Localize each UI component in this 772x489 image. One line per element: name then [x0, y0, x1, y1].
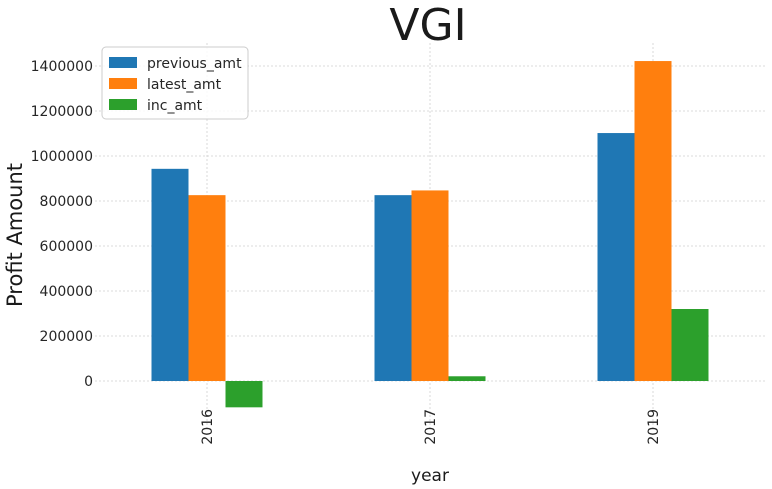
legend-swatch-previous_amt — [109, 57, 137, 68]
x-tick-label: 2016 — [200, 409, 216, 445]
chart-title: VGI — [389, 0, 466, 51]
bar-previous_amt-2017 — [374, 195, 412, 381]
bar-latest_amt-2017 — [411, 190, 449, 381]
x-tick-label: 2017 — [423, 409, 439, 445]
bar-inc_amt-2017 — [448, 376, 486, 381]
y-tick-label: 400000 — [40, 284, 93, 300]
y-axis-label: Profit Amount — [3, 163, 27, 307]
x-axis-label: year — [411, 466, 449, 486]
legend-box — [101, 46, 249, 120]
legend-swatch-latest_amt — [109, 78, 137, 89]
bar-previous_amt-2019 — [597, 133, 635, 381]
y-tick-label: 800000 — [40, 194, 93, 210]
bar-inc_amt-2016 — [225, 381, 263, 408]
y-tick-label: 1400000 — [31, 59, 93, 75]
y-tick-label: 200000 — [40, 329, 93, 345]
legend-label: previous_amt — [147, 56, 242, 72]
y-tick-label: 0 — [84, 374, 93, 390]
y-tick-labels: 0 200000 400000 600000 800000 1000000 1200000 1… — [31, 59, 93, 390]
bar-previous_amt-2016 — [151, 168, 189, 381]
x-tick-labels: 2016 2017 2019 — [200, 409, 662, 445]
y-tick-label: 1000000 — [31, 149, 93, 165]
x-tick-label: 2019 — [646, 409, 662, 445]
bar-latest_amt-2019 — [634, 61, 672, 382]
y-tick-label: 1200000 — [31, 104, 93, 120]
bar-inc_amt-2019 — [671, 309, 709, 381]
bar-latest_amt-2016 — [188, 195, 226, 381]
legend-label: latest_amt — [147, 77, 222, 93]
y-tick-label: 600000 — [40, 239, 93, 255]
legend-swatch-inc_amt — [109, 99, 137, 110]
legend: previous_amt latest_amt inc_amt — [101, 46, 249, 120]
legend-label: inc_amt — [147, 98, 203, 114]
bars — [151, 61, 709, 408]
